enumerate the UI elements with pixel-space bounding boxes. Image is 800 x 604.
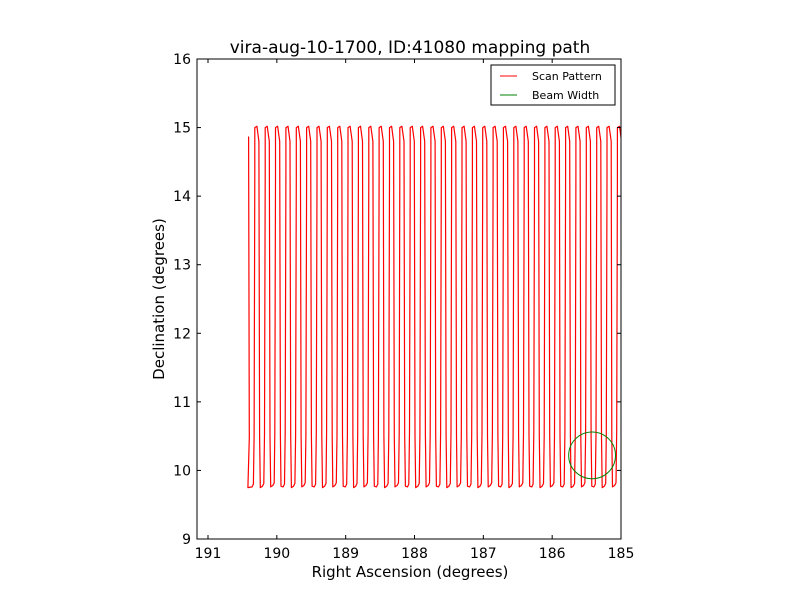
y-tick-label: 15 — [173, 121, 191, 137]
x-tick-label: 186 — [539, 546, 566, 562]
beam-width-circle — [568, 431, 616, 480]
scan-pattern-line — [247, 125, 621, 489]
legend-label-scan: Scan Pattern — [532, 70, 602, 83]
chart-title: vira-aug-10-1700, ID:41080 mapping path — [230, 38, 591, 58]
ticks: 191 190 189 188 187 186 185 9 10 11 12 13 14 15 16 — [173, 52, 634, 562]
legend-box — [490, 64, 616, 106]
x-axis-label: Right Ascension (degrees) — [312, 563, 509, 581]
x-tick-label: 185 — [608, 546, 635, 562]
x-tick-label: 187 — [470, 546, 497, 562]
axes-frame — [196, 58, 622, 540]
y-tick-label: 10 — [173, 463, 191, 479]
x-tick-label: 191 — [195, 546, 222, 562]
x-tick-label: 190 — [263, 546, 290, 562]
legend-label-beam: Beam Width — [532, 89, 599, 102]
y-tick-label: 12 — [173, 326, 191, 342]
series-group — [247, 125, 621, 489]
y-axis-label: Declination (degrees) — [150, 218, 168, 380]
y-tick-label: 9 — [182, 532, 191, 548]
y-tick-label: 14 — [173, 189, 191, 205]
x-tick-label: 189 — [332, 546, 359, 562]
x-tick-label: 188 — [401, 546, 428, 562]
y-tick-label: 13 — [173, 258, 191, 274]
y-tick-label: 11 — [173, 395, 191, 411]
legend: Scan Pattern Beam Width — [490, 64, 616, 106]
y-tick-label: 16 — [173, 52, 191, 68]
